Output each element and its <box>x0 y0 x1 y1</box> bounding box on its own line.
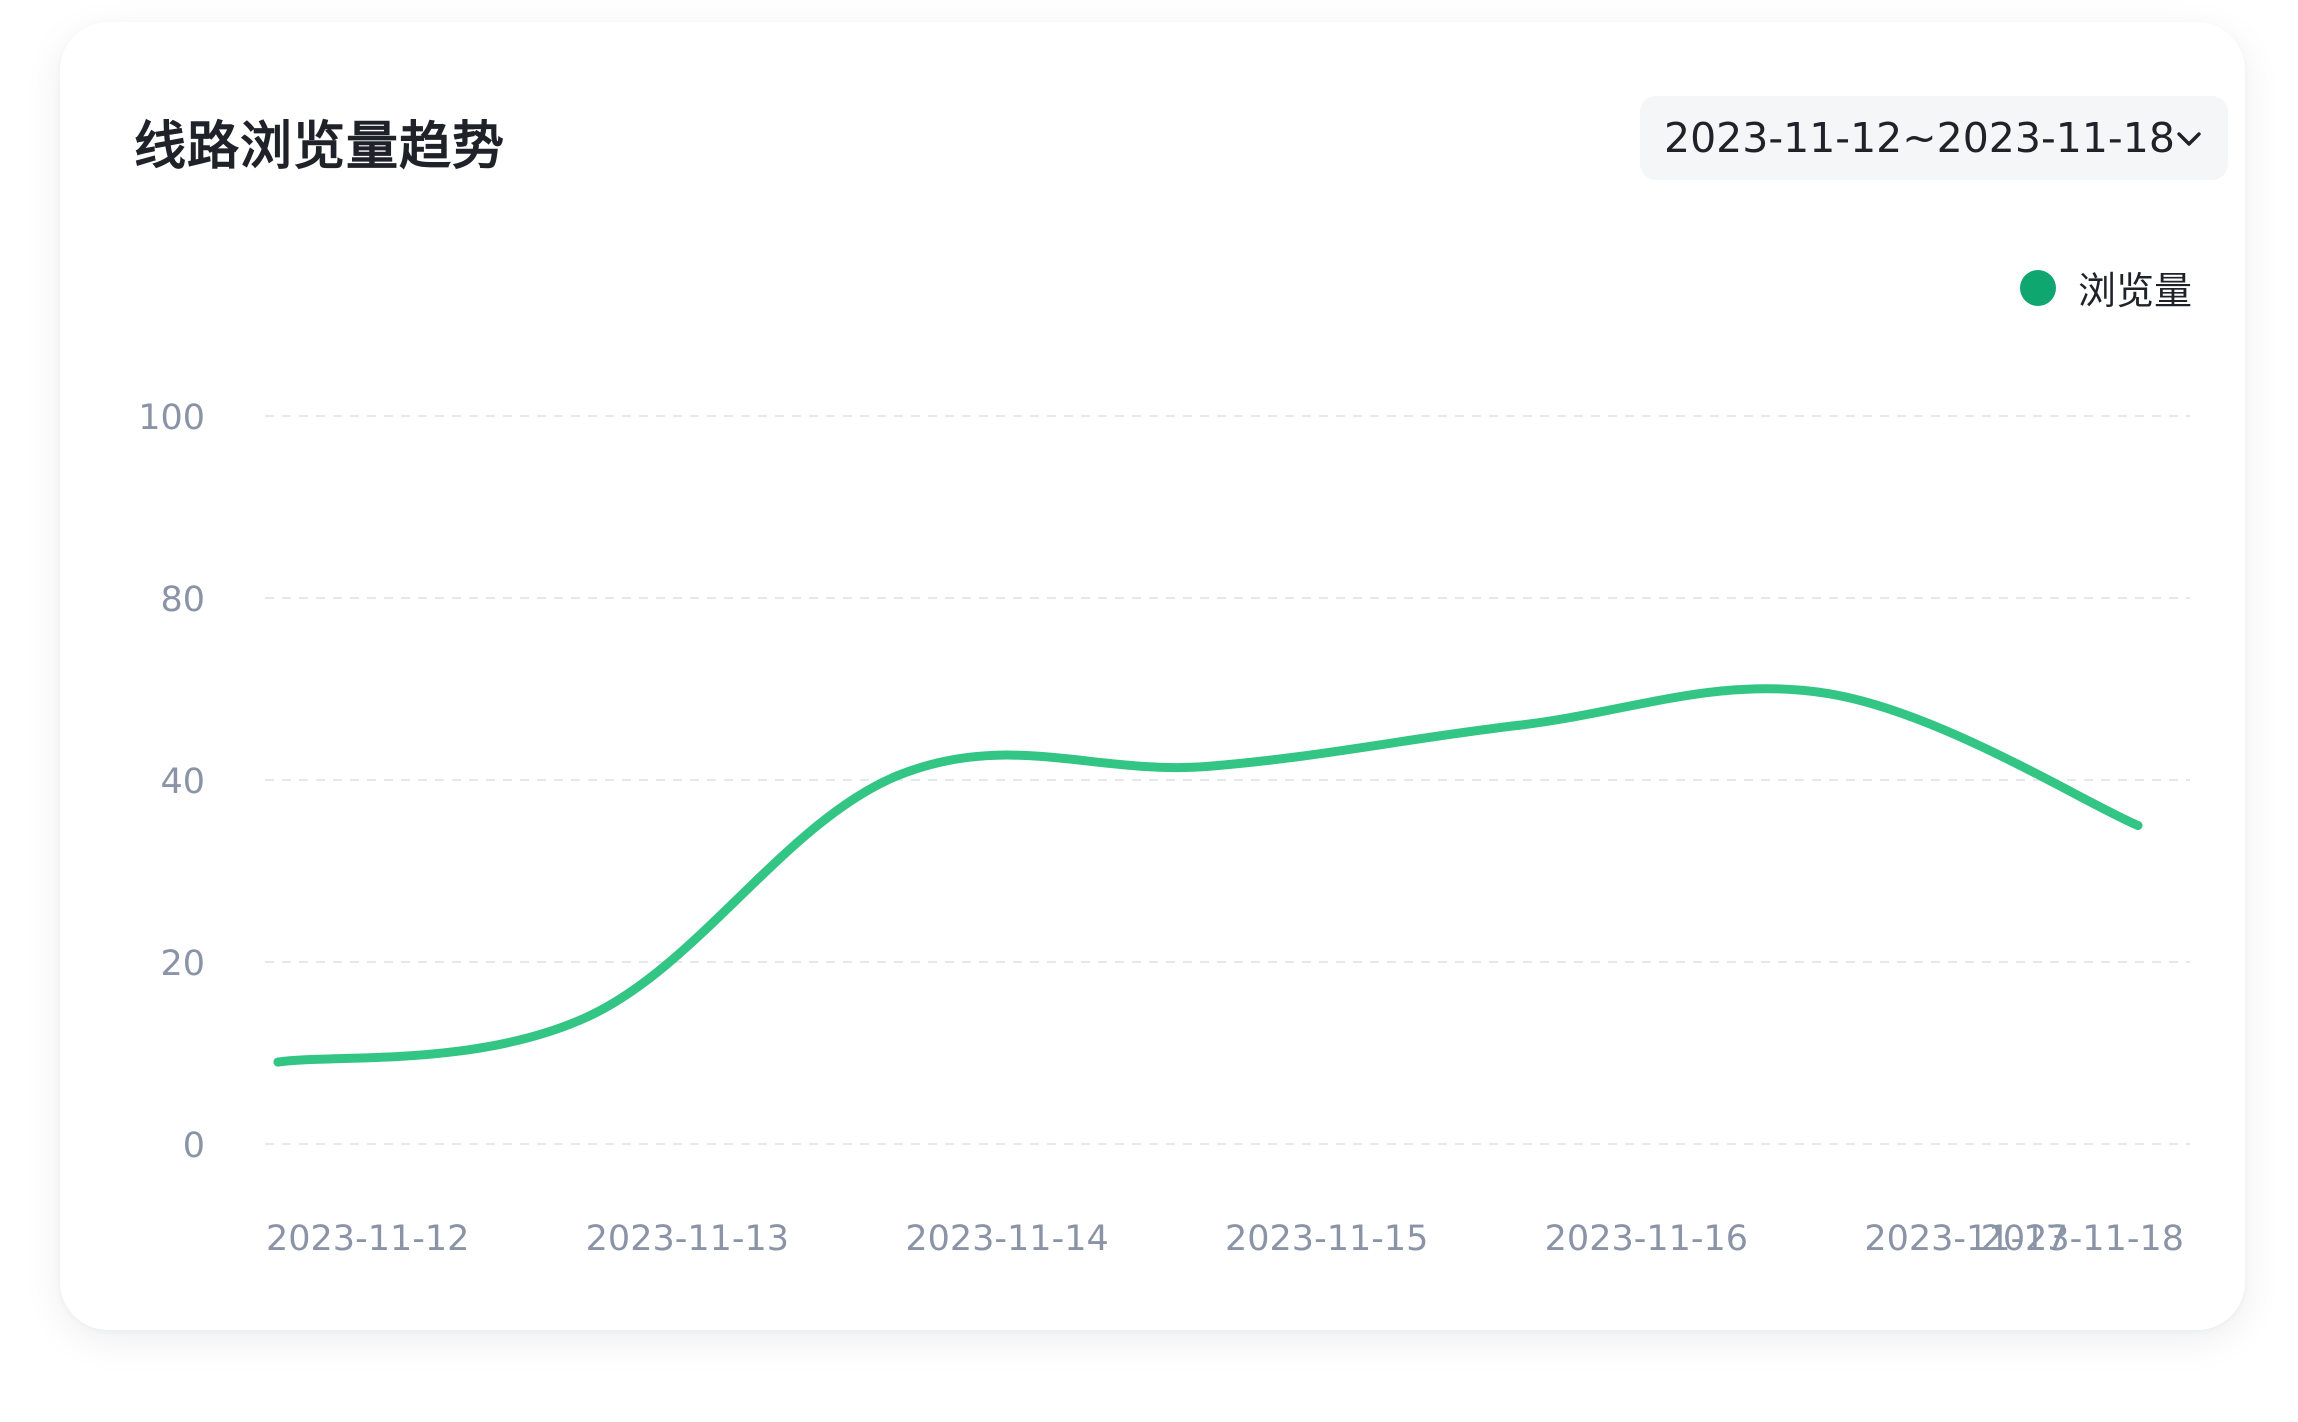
x-tick-label: 2023-11-18 <box>1981 1219 2184 1259</box>
y-axis-ticks: 0 20 40 80 100 <box>138 398 205 1166</box>
x-tick-label: 2023-11-12 <box>266 1219 469 1259</box>
series-layer <box>273 684 2143 1067</box>
legend-marker <box>2020 269 2056 306</box>
data-point[interactable] <box>273 1057 283 1067</box>
data-point[interactable] <box>893 770 903 780</box>
chart-legend: 浏览量 <box>2020 260 2192 315</box>
x-tick-label: 2023-11-14 <box>905 1219 1108 1259</box>
chart-card: 线路浏览量趋势 2023-11-12~2023-11-18 浏览量 <box>60 22 2245 1330</box>
chevron-down-icon <box>2177 132 2201 146</box>
x-tick-label: 2023-11-13 <box>586 1219 789 1259</box>
y-tick-label: 40 <box>160 762 205 802</box>
x-axis-ticks: 2023-11-12 2023-11-13 2023-11-14 2023-11-15… <box>266 1219 2184 1259</box>
x-tick-label: 2023-11-17 <box>1864 1219 2067 1259</box>
y-tick-label: 0 <box>183 1126 205 1166</box>
y-tick-label: 20 <box>160 944 205 984</box>
data-point[interactable] <box>583 1012 593 1022</box>
date-range-value: 2023-11-12~2023-11-18 <box>1664 114 2175 162</box>
x-tick-label: 2023-11-15 <box>1225 1219 1428 1259</box>
grid-lines <box>265 415 2190 1145</box>
y-tick-label: 80 <box>160 580 205 620</box>
y-tick-label: 100 <box>138 398 205 438</box>
date-range-select[interactable]: 2023-11-12~2023-11-18 <box>1640 96 2228 180</box>
series-line <box>273 684 2143 1067</box>
legend-label: 浏览量 <box>2078 269 2193 313</box>
data-point[interactable] <box>2133 821 2143 830</box>
data-point[interactable] <box>1823 689 1833 699</box>
card-title: 线路浏览量趋势 <box>134 117 506 177</box>
data-point[interactable] <box>1513 720 1523 730</box>
data-point[interactable] <box>1203 761 1213 771</box>
x-tick-label: 2023-11-16 <box>1545 1219 1748 1259</box>
